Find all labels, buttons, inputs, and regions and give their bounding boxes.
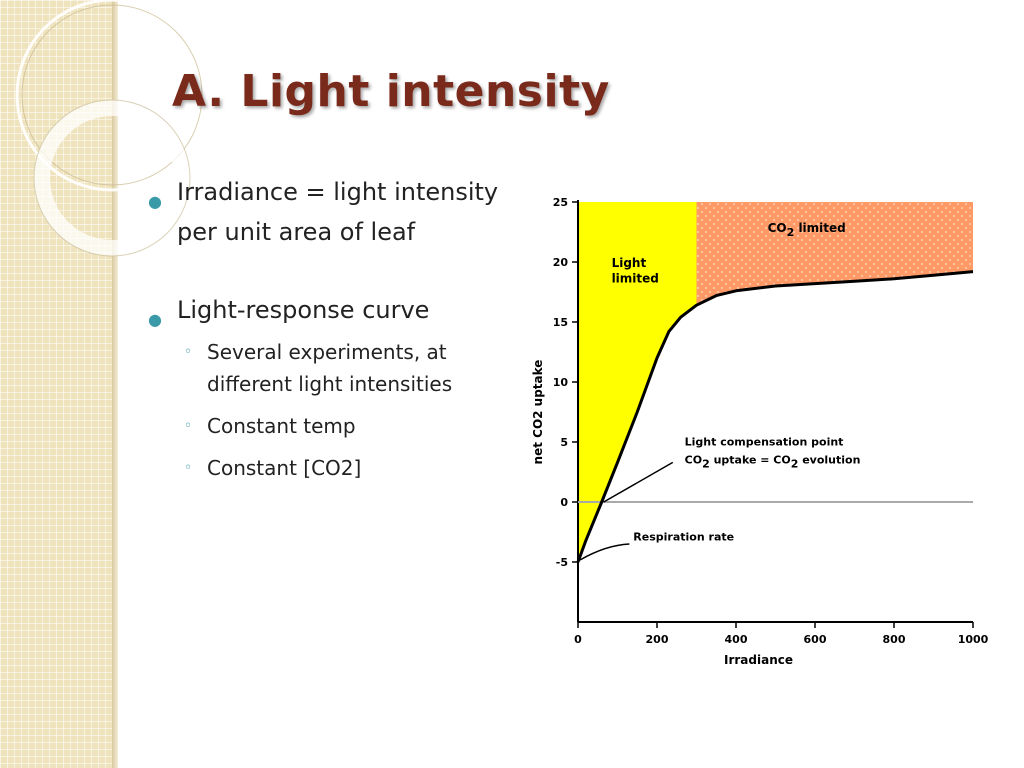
x-tick-label: 400 [725, 633, 748, 646]
sub-bullet-item: ◦ Several experiments, at different ligh… [140, 336, 500, 400]
sub-bullet-list: ◦ Several experiments, at different ligh… [140, 336, 500, 484]
y-axis-label: net CO2 uptake [531, 360, 545, 465]
y-tick-label: 10 [553, 376, 569, 389]
sub-bullet-item: ◦ Constant temp [140, 410, 500, 442]
light-compensation-label: Light compensation point [685, 436, 844, 449]
x-tick-label: 800 [883, 633, 906, 646]
bullet-dot-icon: ● [148, 192, 162, 211]
sub-bullet-item: ◦ Constant [CO2] [140, 452, 500, 484]
slide-title: A. Light intensity [172, 66, 610, 117]
bullet-dot-icon: ● [148, 310, 162, 329]
bullet-item: ● Irradiance = light intensity per unit … [140, 172, 500, 252]
x-tick-label: 0 [574, 633, 582, 646]
decorative-strip-edge [112, 0, 118, 768]
bullet-text: Light-response curve [177, 296, 430, 324]
decorative-arcs [15, 0, 209, 257]
co2-limited-label: CO2 limited [768, 221, 846, 239]
y-tick-label: 20 [553, 256, 569, 269]
light-limited-label-line2: limited [612, 271, 659, 285]
sub-bullet-text: Constant temp [207, 414, 356, 438]
co2-limited-texture [696, 202, 973, 306]
bullet-list: ● Irradiance = light intensity per unit … [140, 172, 500, 494]
sub-bullet-ring-icon: ◦ [184, 460, 193, 476]
sub-bullet-text: Several experiments, at different light … [207, 340, 453, 396]
light-response-curve [576, 270, 974, 563]
x-tick-label: 600 [804, 633, 827, 646]
bullet-text: Irradiance = light intensity per unit ar… [177, 178, 499, 246]
y-tick-label: -5 [556, 556, 568, 569]
y-tick-label: 5 [560, 436, 568, 449]
bullet-item: ● Light-response curve [140, 290, 500, 330]
x-tick-label: 200 [646, 633, 669, 646]
respiration-pointer [579, 543, 630, 561]
light-limited-label-line1: Light [612, 256, 647, 270]
x-axis-label: Irradiance [724, 653, 793, 667]
respiration-label: Respiration rate [633, 530, 734, 543]
y-tick-label: 15 [553, 316, 568, 329]
sub-bullet-ring-icon: ◦ [184, 418, 193, 434]
sub-bullet-ring-icon: ◦ [184, 344, 193, 360]
light-response-chart: -5 0 5 10 15 20 25 0 200 400 600 800 1000 Irradiance… [531, 196, 989, 667]
light-compensation-pointer [603, 461, 674, 503]
light-limited-region [578, 202, 697, 562]
light-compensation-equation: CO2 uptake = CO2 evolution [685, 454, 861, 471]
x-tick-label: 1000 [958, 633, 989, 646]
sub-bullet-text: Constant [CO2] [207, 456, 362, 480]
y-tick-label: 0 [560, 496, 568, 509]
y-tick-label: 25 [553, 196, 568, 209]
